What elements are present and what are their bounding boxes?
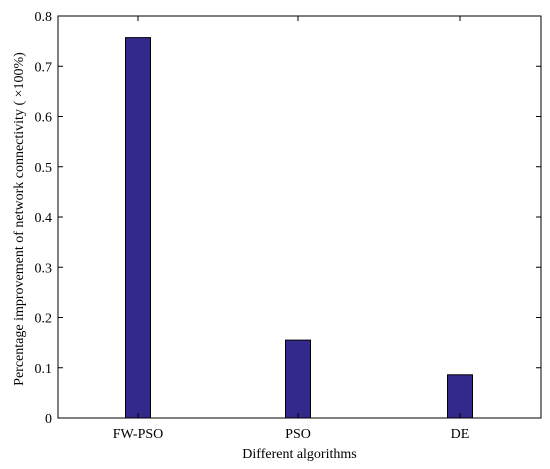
x-tick-label-fw-pso: FW-PSO [113,427,164,442]
plot-frame [57,15,542,419]
x-axis-label: Different algorithms [242,447,356,462]
y-tick-label: 0.6 [35,111,53,126]
y-tick-label: 0 [45,412,52,427]
bar-de [447,374,473,419]
y-tick-label: 0.2 [35,312,53,327]
y-tick-label: 0.8 [35,10,53,25]
y-axis-ticks: 0 0.1 0.2 0.3 0.4 0.5 0.6 0.7 0.8 [35,10,541,427]
y-axis-label: Percentage improvement of network connec… [12,52,27,386]
x-tick-label-de: DE [451,427,470,442]
x-tick-label-pso: PSO [285,427,311,442]
bar-pso [285,339,311,419]
y-tick-label: 0.1 [35,362,53,377]
y-tick-label: 0.7 [35,60,53,75]
y-tick-label: 0.4 [35,211,53,226]
y-tick-label: 0.5 [35,161,53,176]
bar-fw-pso [125,37,151,419]
bars-group [125,37,473,419]
x-axis-ticks: FW-PSO PSO DE [113,16,470,442]
y-tick-label: 0.3 [35,261,53,276]
